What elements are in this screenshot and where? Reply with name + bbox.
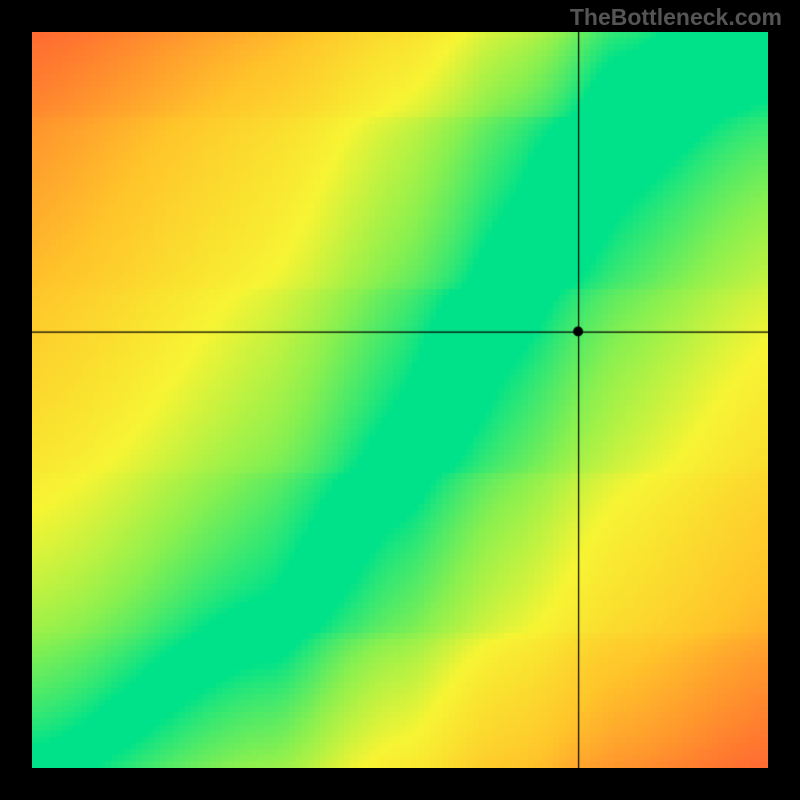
outer-frame: TheBottleneck.com xyxy=(0,0,800,800)
watermark-text: TheBottleneck.com xyxy=(570,4,782,31)
crosshair-overlay xyxy=(32,32,768,768)
